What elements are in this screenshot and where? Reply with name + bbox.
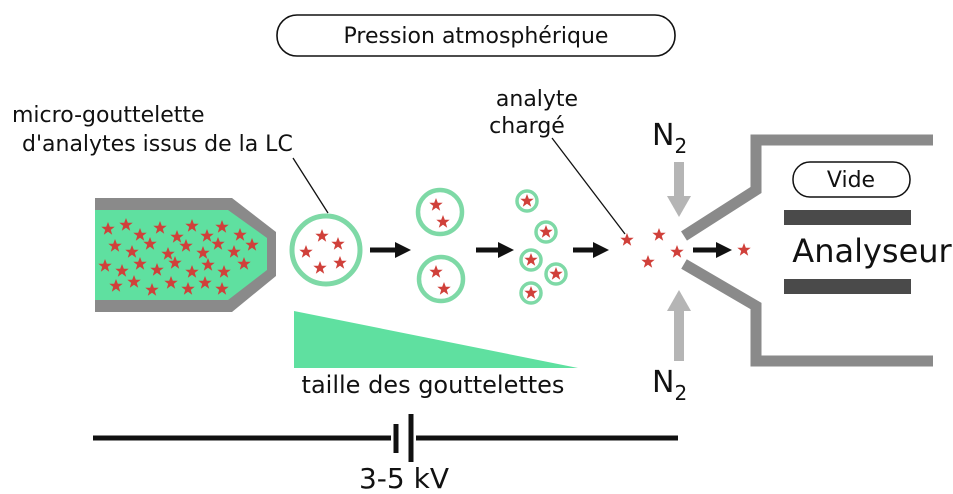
n2-subscript-bottom: 2: [674, 381, 687, 405]
n2-label-bottom: N2: [652, 365, 687, 405]
flow-arrow-4: [693, 242, 732, 258]
n2-arrow-top: [667, 162, 691, 217]
droplet-pointer-line: [292, 157, 329, 214]
voltage-circuit: [93, 414, 678, 462]
n2-label-top: N2: [652, 118, 687, 158]
analyzer-label: Analyseur: [792, 232, 952, 270]
n2-symbol-bottom: N: [652, 365, 674, 400]
charged-analyte-label-line1: analyte: [496, 87, 578, 112]
medium-droplet-bottom: [416, 254, 466, 304]
analyzer-plate-bottom: [784, 279, 911, 294]
analyzer-plate-top: [784, 210, 911, 225]
droplet-label-line2: d'analytes issus de la LC: [22, 132, 293, 157]
medium-droplet-top: [415, 187, 465, 237]
vacuum-chamber: [681, 134, 933, 367]
large-droplet: [289, 213, 363, 287]
n2-symbol-top: N: [652, 118, 674, 153]
droplet-label-line1: micro-gouttelette: [12, 103, 205, 128]
charged-analyte-label-line2: chargé: [489, 114, 565, 139]
pressure-label: Pression atmosphérique: [344, 24, 609, 49]
capillary-nozzle: [95, 198, 276, 312]
vacuum-label: Vide: [827, 168, 875, 193]
flow-arrow-3: [573, 242, 609, 258]
voltage-label: 3-5 kV: [359, 462, 449, 494]
droplet-size-label: taille des gouttelettes: [302, 371, 565, 399]
pressure-pill: [276, 14, 676, 57]
flow-arrow-1: [370, 242, 411, 258]
n2-arrow-bottom: [667, 290, 691, 361]
small-droplets: [515, 189, 568, 305]
flow-arrow-2: [476, 242, 514, 258]
charged-analyte-pointer-line: [551, 137, 626, 235]
droplet-size-wedge: [294, 311, 578, 368]
vacuum-pill: [792, 161, 911, 198]
n2-subscript-top: 2: [674, 134, 687, 158]
